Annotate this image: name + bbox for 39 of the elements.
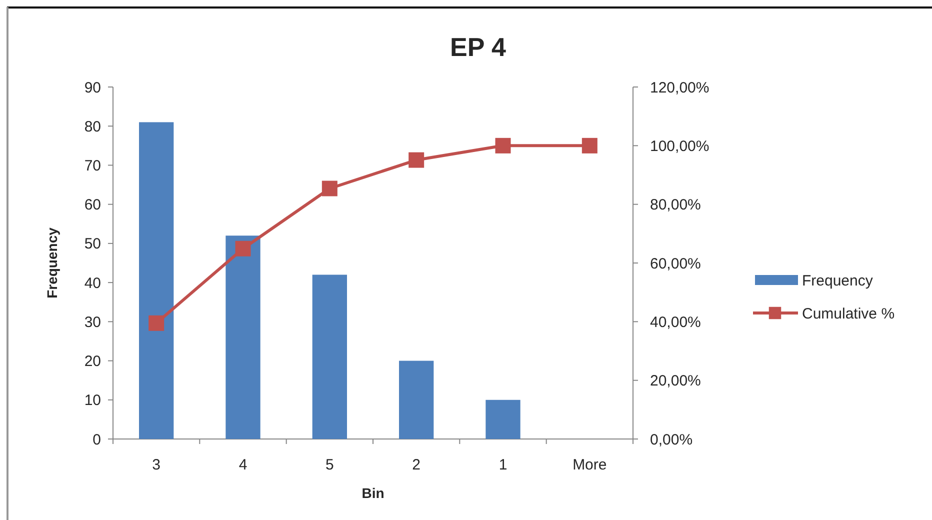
y-tick-label: 20 xyxy=(84,353,101,370)
x-tick-label: More xyxy=(572,456,607,474)
x-tick-label: 4 xyxy=(238,456,248,474)
bar xyxy=(139,122,174,439)
y-tick-label: 60 xyxy=(84,196,101,214)
legend-label: Frequency xyxy=(802,272,874,290)
y-axis-title: Frequency xyxy=(44,227,60,298)
x-tick-label: 1 xyxy=(498,456,508,474)
x-tick-label: 5 xyxy=(325,456,334,474)
point xyxy=(495,138,511,154)
point xyxy=(322,180,338,196)
y-tick-label: 10 xyxy=(84,392,101,410)
y-tick-label: 0 xyxy=(92,431,101,448)
y-tick-label: 30 xyxy=(84,314,101,331)
y-tick-label: 50 xyxy=(84,236,101,253)
bar xyxy=(399,360,434,439)
point xyxy=(408,152,424,168)
y2-tick-label: 20,00% xyxy=(650,372,701,390)
point xyxy=(235,240,251,256)
x-tick-label: 3 xyxy=(152,456,161,474)
chart-title: EP 4 xyxy=(450,32,506,62)
bar xyxy=(486,400,520,439)
y2-tick-label: 100,00% xyxy=(650,138,710,155)
legend-label: Cumulative % xyxy=(802,305,895,322)
y2-tick-label: 60,00% xyxy=(650,255,701,272)
point xyxy=(148,315,164,331)
y-tick-label: 90 xyxy=(84,79,101,96)
y-tick-label: 70 xyxy=(84,157,101,174)
y2-tick-label: 0,00% xyxy=(650,431,693,448)
bar xyxy=(312,274,347,439)
bar xyxy=(226,236,260,439)
x-tick-label: 2 xyxy=(412,456,421,474)
x-axis-title: Bin xyxy=(362,485,384,501)
y2-tick-label: 80,00% xyxy=(650,196,701,214)
y2-tick-label: 40,00% xyxy=(650,314,701,331)
y-tick-label: 80 xyxy=(84,118,101,136)
point xyxy=(582,138,598,154)
y-tick-label: 40 xyxy=(84,274,101,292)
y2-tick-label: 120,00% xyxy=(650,79,710,96)
